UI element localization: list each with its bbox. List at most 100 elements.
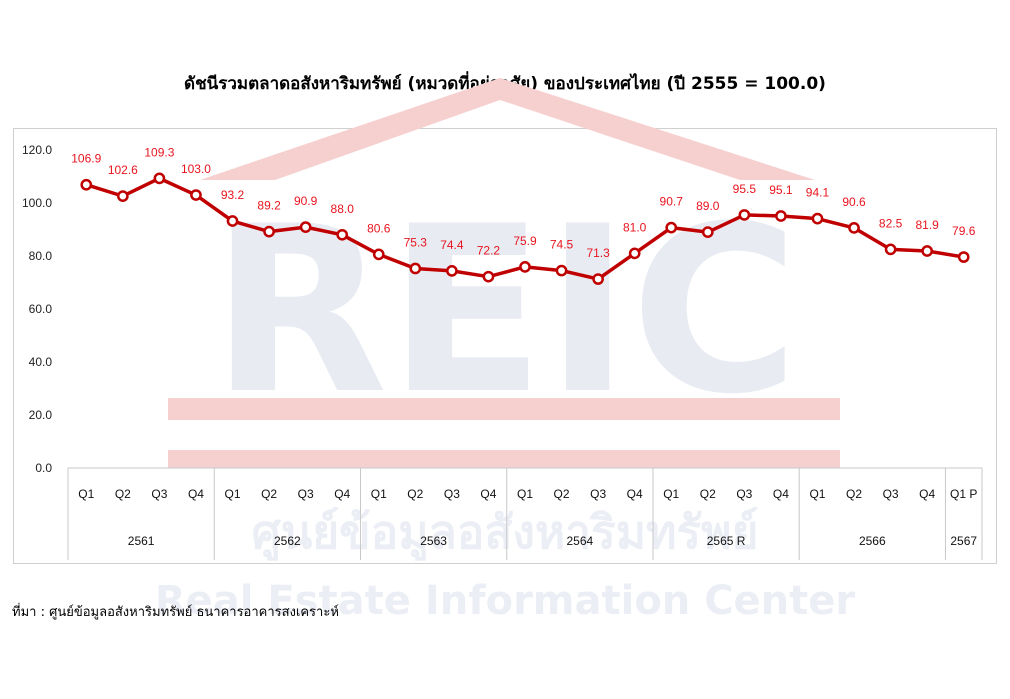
data-label: 75.3	[404, 235, 428, 249]
data-point	[263, 225, 275, 238]
data-point	[957, 251, 970, 263]
data-point	[665, 221, 678, 234]
data-point	[80, 178, 93, 191]
group-label: 2562	[274, 534, 301, 548]
group-label: 2563	[420, 534, 447, 548]
x-tick-label: Q2	[261, 487, 277, 501]
watermark-logo-text: REIC	[211, 178, 800, 445]
data-point	[153, 172, 166, 185]
series-line-group	[80, 172, 970, 285]
data-label: 80.6	[367, 221, 391, 235]
chart-frame	[13, 128, 997, 564]
data-point	[848, 222, 860, 234]
x-tick-label: Q3	[151, 487, 167, 501]
chart-axes: 0.0 20.0 40.0 60.0 80.0 100.0 120.0 Q1 Q2 Q3 Q4 Q1 Q…	[22, 143, 983, 560]
data-label: 74.5	[550, 238, 574, 252]
data-point	[628, 247, 641, 260]
data-point	[775, 210, 787, 222]
data-label: 95.1	[769, 183, 793, 197]
y-tick-label: 80.0	[29, 249, 53, 263]
data-label: 106.9	[71, 152, 101, 166]
x-tick-label: Q3	[298, 487, 314, 501]
group-label: 2567	[950, 534, 977, 548]
x-tick-label: Q4	[188, 487, 204, 501]
data-point	[738, 209, 751, 221]
data-label: 79.6	[952, 224, 976, 238]
x-tick-label: Q1	[225, 487, 241, 501]
x-tick-label: Q1	[663, 487, 679, 501]
data-point	[446, 264, 458, 277]
x-tick-label: Q1	[371, 487, 387, 501]
data-label: 95.5	[733, 182, 757, 196]
x-tick-label: Q3	[444, 487, 460, 501]
data-label: 82.5	[879, 216, 903, 230]
x-tick-label: Q4	[919, 487, 935, 501]
source-note: ที่มา : ศูนย์ข้อมูลอสังหาริมทรัพย์ ธนาคา…	[12, 605, 339, 620]
data-point	[701, 226, 714, 238]
data-label: 90.9	[294, 194, 318, 208]
data-label: 72.2	[477, 244, 501, 258]
data-point	[592, 273, 604, 285]
x-tick-label: Q2	[115, 487, 131, 501]
data-label: 74.4	[440, 238, 464, 252]
x-tick-label: Q3	[590, 487, 606, 501]
data-label: 81.9	[915, 218, 939, 232]
group-label: 2561	[128, 534, 155, 548]
data-label: 88.0	[331, 202, 355, 216]
x-tick-label: Q2	[700, 487, 716, 501]
data-point	[921, 245, 934, 257]
x-tick-label: Q1	[809, 487, 825, 501]
y-tick-label: 40.0	[29, 355, 53, 369]
group-label: 2566	[859, 534, 886, 548]
data-point	[409, 262, 422, 275]
x-tick-label: Q4	[627, 487, 643, 501]
watermark-bar-top	[168, 398, 840, 420]
data-label: 89.0	[696, 199, 720, 213]
x-tick-label: Q4	[480, 487, 496, 501]
data-label: 102.6	[108, 163, 138, 177]
data-point	[190, 189, 202, 201]
data-point	[372, 248, 385, 261]
x-tick-label: Q1	[78, 487, 94, 501]
x-tick-label: Q2	[407, 487, 423, 501]
data-label: 90.6	[842, 195, 866, 209]
data-point	[299, 221, 312, 233]
data-label: 109.3	[144, 145, 174, 159]
x-tick-label: Q4	[773, 487, 789, 501]
y-tick-label: 120.0	[22, 143, 52, 157]
y-tick-label: 100.0	[22, 196, 52, 210]
x-tick-label: Q2	[846, 487, 862, 501]
x-tick-label: Q3	[736, 487, 752, 501]
watermark-english-name: Real Estate Information Center	[155, 578, 856, 624]
data-label: 75.9	[513, 234, 537, 248]
x-tick-label: Q1	[517, 487, 533, 501]
y-tick-label: 0.0	[35, 461, 52, 475]
group-label: 2564	[566, 534, 593, 548]
data-point	[116, 190, 129, 202]
data-label: 81.0	[623, 220, 647, 234]
reic-watermark: REIC ศูนย์ข้อมูลอสังหาริมทรัพย์ Real Est…	[155, 78, 856, 624]
data-label: 89.2	[257, 199, 281, 213]
data-point	[811, 212, 824, 225]
x-tick-label: Q4	[334, 487, 350, 501]
x-tick-label: Q1 P	[950, 487, 977, 501]
watermark-bar-bottom	[168, 450, 840, 468]
data-label: 71.3	[586, 246, 610, 260]
watermark-roof	[200, 78, 815, 180]
data-label: 93.2	[221, 188, 245, 202]
y-tick-label: 20.0	[29, 408, 53, 422]
data-point	[336, 228, 349, 241]
data-point	[482, 270, 495, 283]
data-point	[884, 243, 897, 256]
data-point	[519, 261, 531, 273]
watermark-thai-name: ศูนย์ข้อมูลอสังหาริมทรัพย์	[252, 505, 759, 561]
x-tick-label: Q3	[883, 487, 899, 501]
group-label: 2565 R	[707, 534, 746, 548]
data-label: 90.7	[660, 195, 684, 209]
data-label: 103.0	[181, 162, 211, 176]
data-labels-group: 106.9 102.6 109.3 103.0 93.2 89.2 90.9 88.0 80.6…	[71, 145, 975, 260]
x-tick-label: Q2	[554, 487, 570, 501]
data-point	[226, 215, 239, 227]
y-tick-label: 60.0	[29, 302, 53, 316]
